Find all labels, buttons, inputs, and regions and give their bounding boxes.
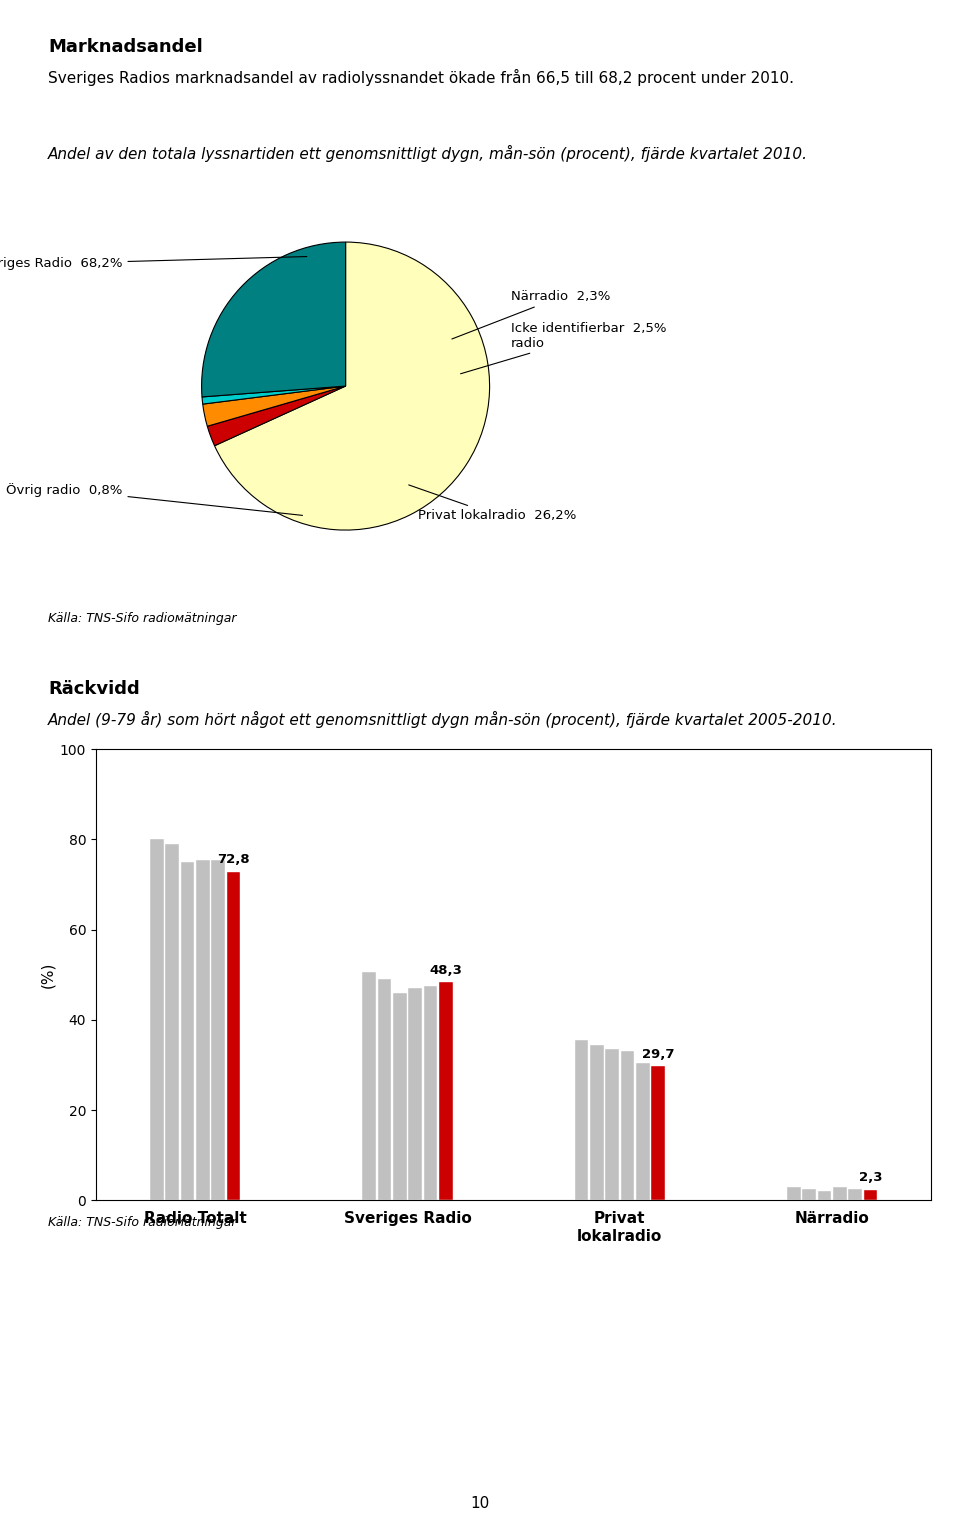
Text: 10: 10 — [470, 1495, 490, 1511]
Bar — [408, 988, 422, 1200]
Text: Privat lokalradio  26,2%: Privat lokalradio 26,2% — [409, 485, 576, 523]
Bar — [589, 1044, 604, 1200]
Text: Andel (9-79 år) som hört något ett genomsnittligt dygn mån-sön (procent), fjärde: Andel (9-79 år) som hört något ett genom… — [48, 711, 838, 728]
Bar — [423, 986, 438, 1200]
Bar — [439, 983, 453, 1200]
Bar — [620, 1052, 635, 1200]
Text: Närradio  2,3%: Närradio 2,3% — [452, 291, 611, 339]
Text: Sveriges Radios marknadsandel av radiolyssnandet ökade från 66,5 till 68,2 proce: Sveriges Radios marknadsandel av radioly… — [48, 69, 794, 86]
Bar — [393, 992, 407, 1200]
Wedge shape — [202, 242, 346, 398]
Text: 48,3: 48,3 — [429, 963, 462, 977]
Bar — [362, 972, 376, 1200]
Bar — [636, 1063, 650, 1200]
Text: Marknadsandel: Marknadsandel — [48, 38, 203, 57]
Bar — [787, 1187, 801, 1200]
Bar — [150, 839, 163, 1200]
Bar — [818, 1191, 831, 1200]
Bar — [227, 872, 240, 1200]
Wedge shape — [203, 385, 346, 427]
Y-axis label: (%): (%) — [40, 962, 56, 988]
Bar — [180, 862, 194, 1200]
Bar — [803, 1190, 816, 1200]
Bar — [849, 1190, 862, 1200]
Bar — [165, 844, 179, 1200]
Bar — [574, 1040, 588, 1200]
Wedge shape — [202, 385, 346, 404]
Bar — [377, 979, 392, 1200]
Text: 2,3: 2,3 — [858, 1171, 882, 1185]
Text: Räckvidd: Räckvidd — [48, 680, 140, 699]
Bar — [651, 1066, 665, 1200]
Text: 72,8: 72,8 — [217, 853, 250, 867]
Text: Icke identifierbar  2,5%
radio: Icke identifierbar 2,5% radio — [461, 321, 666, 373]
Wedge shape — [214, 242, 490, 531]
Bar — [196, 859, 209, 1200]
Bar — [605, 1049, 619, 1200]
Bar — [211, 859, 225, 1200]
Bar — [833, 1187, 847, 1200]
Text: Källa: TNS-Sifo radioмätningar: Källa: TNS-Sifo radioмätningar — [48, 1216, 236, 1229]
Text: Andel av den totala lyssnartiden ett genomsnittligt dygn, mån-sön (procent), fjä: Andel av den totala lyssnartiden ett gen… — [48, 145, 808, 162]
Wedge shape — [207, 385, 346, 446]
Bar — [864, 1190, 877, 1200]
Text: 29,7: 29,7 — [642, 1047, 674, 1061]
Text: Sveriges Radio  68,2%: Sveriges Radio 68,2% — [0, 257, 307, 271]
Text: Källa: TNS-Sifo radioмätningar: Källa: TNS-Sifo radioмätningar — [48, 612, 236, 625]
Text: Övrig radio  0,8%: Övrig radio 0,8% — [6, 483, 302, 515]
